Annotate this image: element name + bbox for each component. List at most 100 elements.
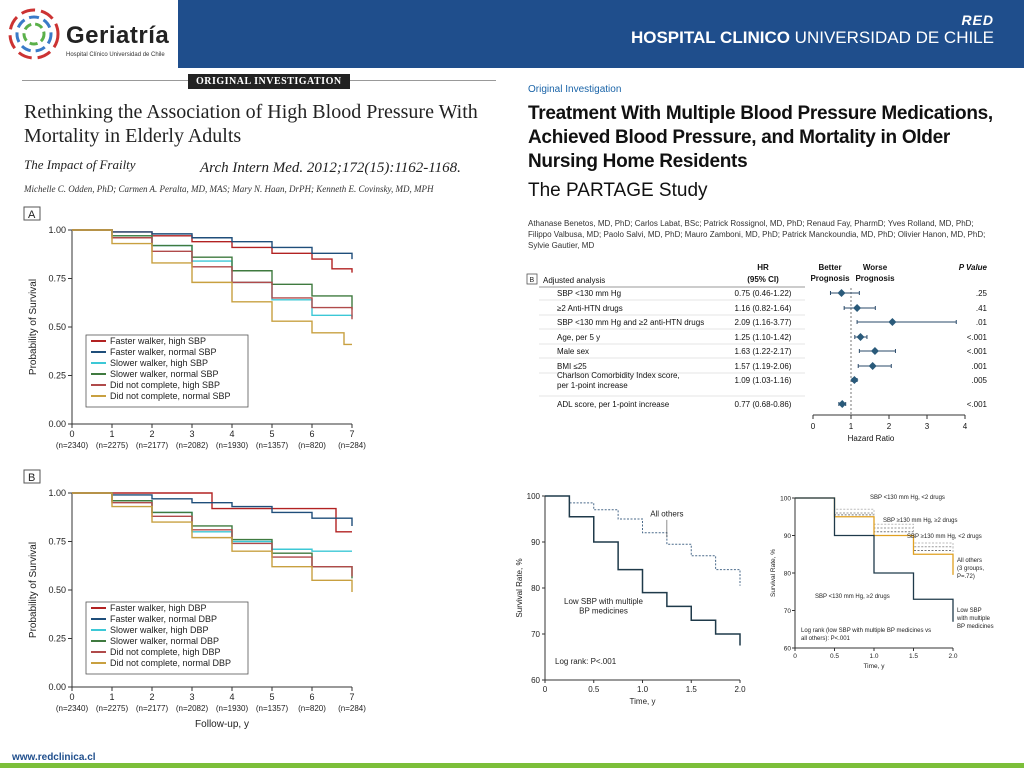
forest-row-label: Male sex [557, 347, 589, 356]
log-rank-annotation: all others): P<.001 [801, 636, 851, 642]
x-tick-label: 1 [109, 692, 114, 702]
forest-hr-marker [870, 347, 879, 355]
right-article-authors: Athanase Benetos, MD, PhD; Carlos Labat,… [528, 219, 986, 250]
forest-header-better: Better [818, 263, 841, 272]
y-tick-label: 0.75 [48, 537, 66, 547]
forest-x-tick-label: 3 [925, 422, 930, 431]
km-chart-panel-a: A 0.00 0.25 0.50 0.75 1.00 0 1 2 3 4 5 6 7 (n=2340) (n=… [23, 206, 366, 450]
panel-label: B [28, 472, 35, 484]
forest-hr-marker [850, 376, 859, 384]
series-label-low-sbp-2: BP medicines [579, 606, 628, 615]
x-axis-label: Time, y [863, 663, 885, 670]
x-tick-label: 1.5 [909, 653, 918, 660]
series-label-2: SBP ≥130 mm Hg, ≥2 drugs [883, 518, 958, 524]
km-series-line [72, 492, 353, 592]
panel-label-box [23, 206, 41, 221]
series-label-low: with multiple [956, 616, 991, 622]
legend-label: Faster walker, high DBP [110, 603, 207, 613]
log-rank-annotation: Log rank (low SBP with multiple BP medic… [801, 628, 931, 634]
forest-header-hr: HR [757, 263, 769, 272]
x-tick-label: 4 [229, 692, 234, 702]
left-article-tag: ORIGINAL INVESTIGATION [188, 74, 350, 89]
survival-series-line [795, 497, 954, 622]
legend-label: Did not complete, normal SBP [110, 391, 231, 401]
forest-header-p: P Value [959, 263, 988, 272]
header-logo-area: Geriatría Hospital Clínico Universidad d… [0, 0, 178, 68]
at-risk-label: (n=1357) [256, 704, 289, 713]
x-tick-label: 6 [309, 692, 314, 702]
footer-url[interactable]: www.redclinica.cl [12, 752, 96, 763]
forest-row-p: .01 [976, 318, 988, 327]
y-tick-label: 90 [531, 538, 540, 547]
y-tick-label: 0.25 [48, 371, 66, 381]
y-tick-label: 80 [531, 584, 540, 593]
x-axis-label: Follow-up, y [195, 719, 249, 730]
at-risk-label: (n=2340) [56, 704, 89, 713]
geriatria-logo-icon [8, 8, 60, 60]
x-tick-label: 0.5 [830, 653, 839, 660]
legend-label: Faster walker, high SBP [110, 336, 206, 346]
km-series-line [72, 492, 353, 577]
y-tick-label: 60 [531, 676, 540, 685]
at-risk-label: (n=1930) [216, 441, 249, 450]
panel-label-box [526, 273, 538, 285]
forest-row-label: SBP <130 mm Hg [557, 289, 621, 298]
series-label-low: BP medicines [957, 624, 994, 630]
forest-row-hr: 1.57 (1.19-2.06) [735, 362, 792, 371]
series-label-all-others: All others [650, 510, 683, 519]
x-tick-label: 1.5 [686, 685, 698, 694]
y-axis-label: Probability of Survival [28, 542, 39, 638]
legend-label: Faster walker, normal SBP [110, 347, 217, 357]
forest-row-p: .41 [976, 304, 988, 313]
x-tick-label: 6 [309, 429, 314, 439]
at-risk-label: (n=820) [298, 441, 326, 450]
series-label-others: All others [957, 558, 982, 564]
at-risk-label: (n=2275) [96, 704, 129, 713]
forest-hr-marker [868, 362, 877, 370]
at-risk-label: (n=2177) [136, 441, 169, 450]
x-tick-label: 0 [69, 692, 74, 702]
at-risk-label: (n=1357) [256, 441, 289, 450]
logo-name: Geriatría [66, 22, 170, 49]
series-label-4: SBP <130 mm Hg, ≥2 drugs [815, 594, 890, 600]
forest-hr-marker [838, 400, 847, 408]
at-risk-label: (n=2275) [96, 441, 129, 450]
x-tick-label: 7 [349, 692, 354, 702]
panel-label-box [23, 469, 41, 484]
series-label-1: SBP <130 mm Hg, <2 drugs [870, 495, 945, 501]
panel-label: A [28, 209, 36, 221]
forest-x-axis-label: Hazard Ratio [848, 434, 895, 443]
y-tick-label: 0.25 [48, 634, 66, 644]
right-article-tag: Original Investigation [528, 84, 622, 95]
survival-series-line [545, 495, 741, 586]
right-article-title: Treatment With Multiple Blood Pressure M… [528, 103, 993, 172]
left-article-title: Rethinking the Association of High Blood… [24, 101, 478, 147]
y-axis-label: Survival Rate, % [515, 558, 524, 617]
forest-header-analysis: Adjusted analysis [543, 276, 605, 285]
survival-chart-c: 60 70 80 90 100 0 0.5 1.0 1.5 2.0 Survival Rate, %… [515, 492, 746, 706]
logo-subtitle: Hospital Clínico Universidad de Chile [66, 52, 165, 58]
at-risk-label: (n=1930) [216, 704, 249, 713]
x-tick-label: 2.0 [734, 685, 746, 694]
forest-row-hr: 1.63 (1.22-2.17) [735, 347, 792, 356]
legend-label: Did not complete, high DBP [110, 647, 221, 657]
forest-row-label: Age, per 5 y [557, 333, 600, 342]
forest-row-label: BMI ≤25 [557, 362, 587, 371]
forest-row-label: per 1-point increase [557, 381, 628, 390]
km-series-line [72, 229, 353, 310]
km-series-line [72, 492, 353, 526]
x-tick-label: 3 [189, 692, 194, 702]
x-tick-label: 5 [269, 429, 274, 439]
forest-row-p: <.001 [967, 333, 988, 342]
y-tick-label: 1.00 [48, 488, 66, 498]
x-tick-label: 1.0 [637, 685, 649, 694]
log-rank-annotation: Log rank: P<.001 [555, 657, 617, 666]
survival-series-line [545, 495, 741, 646]
forest-row-p: .001 [971, 362, 987, 371]
at-risk-label: (n=284) [338, 441, 366, 450]
x-tick-label: 1.0 [869, 653, 878, 660]
legend-label: Did not complete, normal DBP [110, 658, 231, 668]
legend-box [85, 601, 249, 675]
km-series-line [72, 229, 353, 320]
forest-row-label: Charlson Comorbidity Index score, [557, 371, 680, 380]
